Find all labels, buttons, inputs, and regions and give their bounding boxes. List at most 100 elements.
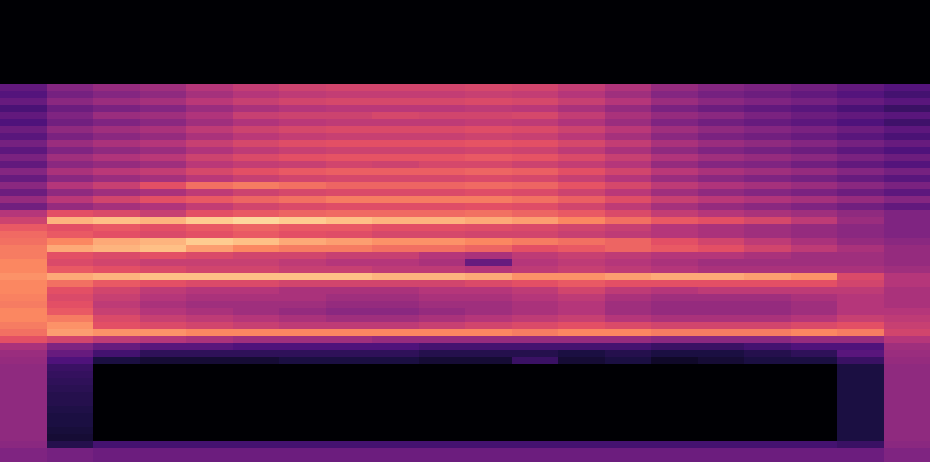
cell [186,238,233,245]
cell [372,224,419,231]
cell [512,301,558,308]
cell [837,343,884,350]
cell [884,70,930,77]
cell [837,112,884,119]
cell [465,35,512,42]
cell [326,455,372,462]
cell [372,231,419,238]
cell [93,266,140,273]
cell [605,56,651,63]
cell [326,63,372,70]
cell [372,350,419,357]
cell [884,140,930,147]
cell [558,273,605,280]
cell [512,0,558,7]
cell [419,203,465,210]
cell [465,21,512,28]
cell [0,371,47,378]
cell [605,350,651,357]
cell [186,77,233,84]
cell [233,252,279,259]
cell [791,105,837,112]
cell [465,140,512,147]
cell [465,203,512,210]
cell [186,224,233,231]
cell [651,259,698,266]
cell [93,385,140,392]
cell [419,350,465,357]
cell [744,392,791,399]
cell [372,392,419,399]
cell [372,378,419,385]
cell [512,280,558,287]
cell [465,189,512,196]
cell [605,196,651,203]
cell [93,427,140,434]
cell [326,28,372,35]
cell [372,63,419,70]
cell [791,427,837,434]
cell [419,322,465,329]
cell [93,364,140,371]
cell [186,42,233,49]
cell [0,252,47,259]
cell [884,427,930,434]
cell [326,329,372,336]
cell [233,413,279,420]
cell [419,399,465,406]
cell [279,385,326,392]
cell [698,70,744,77]
cell [186,385,233,392]
cell [419,364,465,371]
cell [233,182,279,189]
cell [372,140,419,147]
cell [465,98,512,105]
cell [233,336,279,343]
cell [651,119,698,126]
cell [512,294,558,301]
cell [93,105,140,112]
cell [233,455,279,462]
cell [419,252,465,259]
cell [698,140,744,147]
cell [512,56,558,63]
cell [326,259,372,266]
cell [0,308,47,315]
cell [326,406,372,413]
cell [47,420,93,427]
cell [512,21,558,28]
cell [233,42,279,49]
cell [419,35,465,42]
cell [744,112,791,119]
cell [698,161,744,168]
cell [512,434,558,441]
cell [465,364,512,371]
cell [605,329,651,336]
cell [744,175,791,182]
cell [233,343,279,350]
cell [837,238,884,245]
cell [419,70,465,77]
cell [698,126,744,133]
cell [512,224,558,231]
cell [0,441,47,448]
cell [651,77,698,84]
cell [837,140,884,147]
cell [326,161,372,168]
cell [233,308,279,315]
cell [372,189,419,196]
cell [419,161,465,168]
cell [791,273,837,280]
cell [419,147,465,154]
cell [698,98,744,105]
cell [326,294,372,301]
cell [186,371,233,378]
cell [837,133,884,140]
cell [837,252,884,259]
cell [698,35,744,42]
cell [744,280,791,287]
cell [651,294,698,301]
cell [698,315,744,322]
cell [186,252,233,259]
cell [0,280,47,287]
